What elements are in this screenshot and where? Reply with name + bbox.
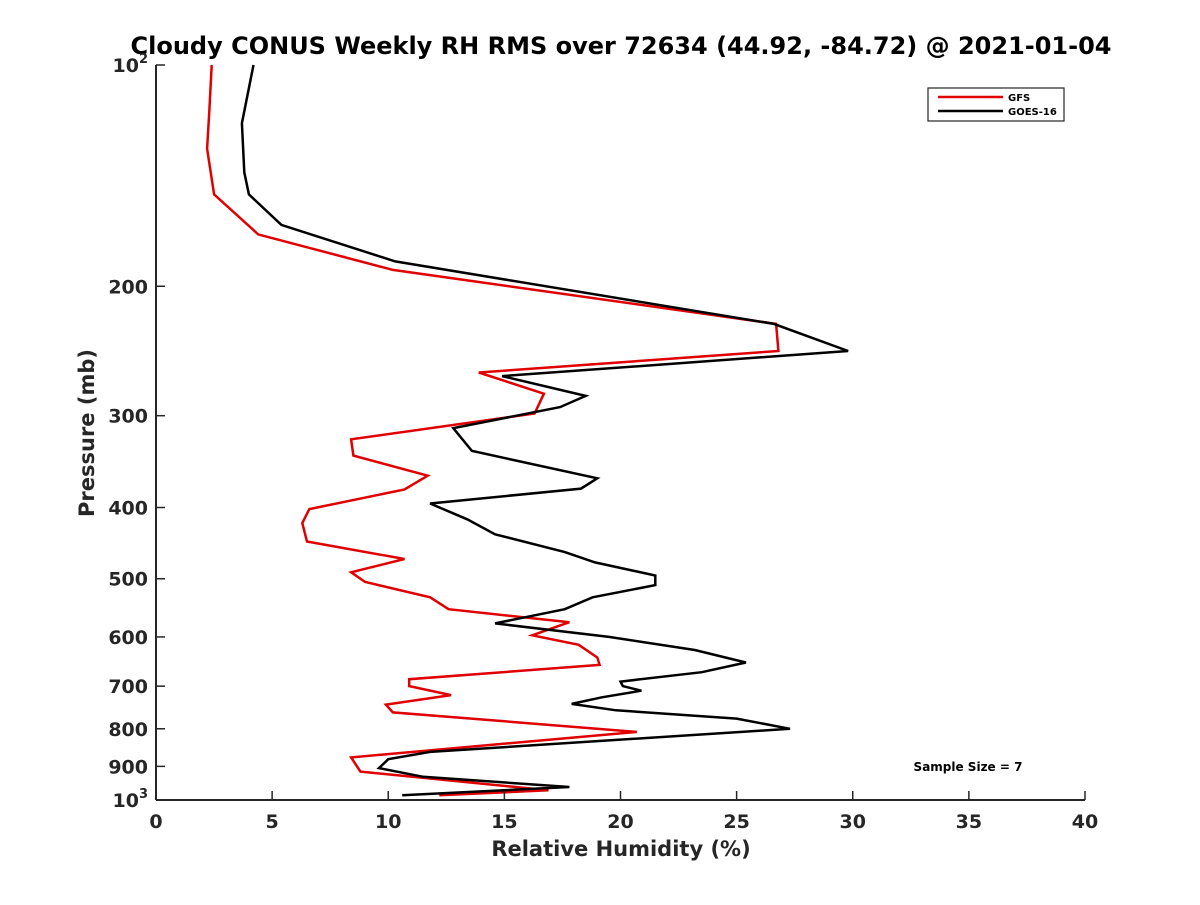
x-tick-label: 20 — [607, 811, 633, 833]
plot-lines — [205, 64, 849, 797]
series-line-goes16 — [240, 64, 849, 797]
x-tick-label: 35 — [956, 811, 982, 833]
y-ticks: 102 200 300 400 500 600 700 800 900 103 — [108, 52, 165, 812]
legend: GFS GOES-16 — [927, 87, 1065, 122]
y-tick-label: 103 — [113, 787, 149, 812]
legend-box — [927, 87, 1065, 122]
y-tick-label: 400 — [108, 498, 148, 520]
y-tick-label: 500 — [108, 569, 148, 591]
chart-title: Cloudy CONUS Weekly RH RMS over 72634 (4… — [131, 32, 1112, 60]
y-tick-label: 900 — [108, 756, 148, 778]
y-tick-label: 600 — [108, 627, 148, 649]
y-tick-label: 102 — [113, 52, 149, 77]
x-tick-label: 10 — [375, 811, 401, 833]
x-tick-label: 15 — [491, 811, 517, 833]
y-axis-label: Pressure (mb) — [75, 349, 99, 517]
legend-label-goes16: GOES-16 — [1008, 107, 1057, 118]
x-tick-label: 5 — [266, 811, 279, 833]
series-line-gfs — [205, 64, 780, 797]
x-tick-label: 25 — [723, 811, 749, 833]
y-tick-label: 300 — [108, 406, 148, 428]
x-tick-label: 0 — [149, 811, 162, 833]
x-tick-label: 40 — [1072, 811, 1098, 833]
y-tick-label: 700 — [108, 676, 148, 698]
y-tick-label: 200 — [108, 276, 148, 298]
y-tick-label: 800 — [108, 719, 148, 741]
x-tick-label: 30 — [840, 811, 866, 833]
legend-label-gfs: GFS — [1008, 93, 1030, 104]
sample-size-annotation: Sample Size = 7 — [914, 760, 1023, 774]
x-ticks: 0 5 10 15 20 25 30 35 40 — [149, 791, 1098, 833]
x-axis-label: Relative Humidity (%) — [491, 837, 750, 861]
